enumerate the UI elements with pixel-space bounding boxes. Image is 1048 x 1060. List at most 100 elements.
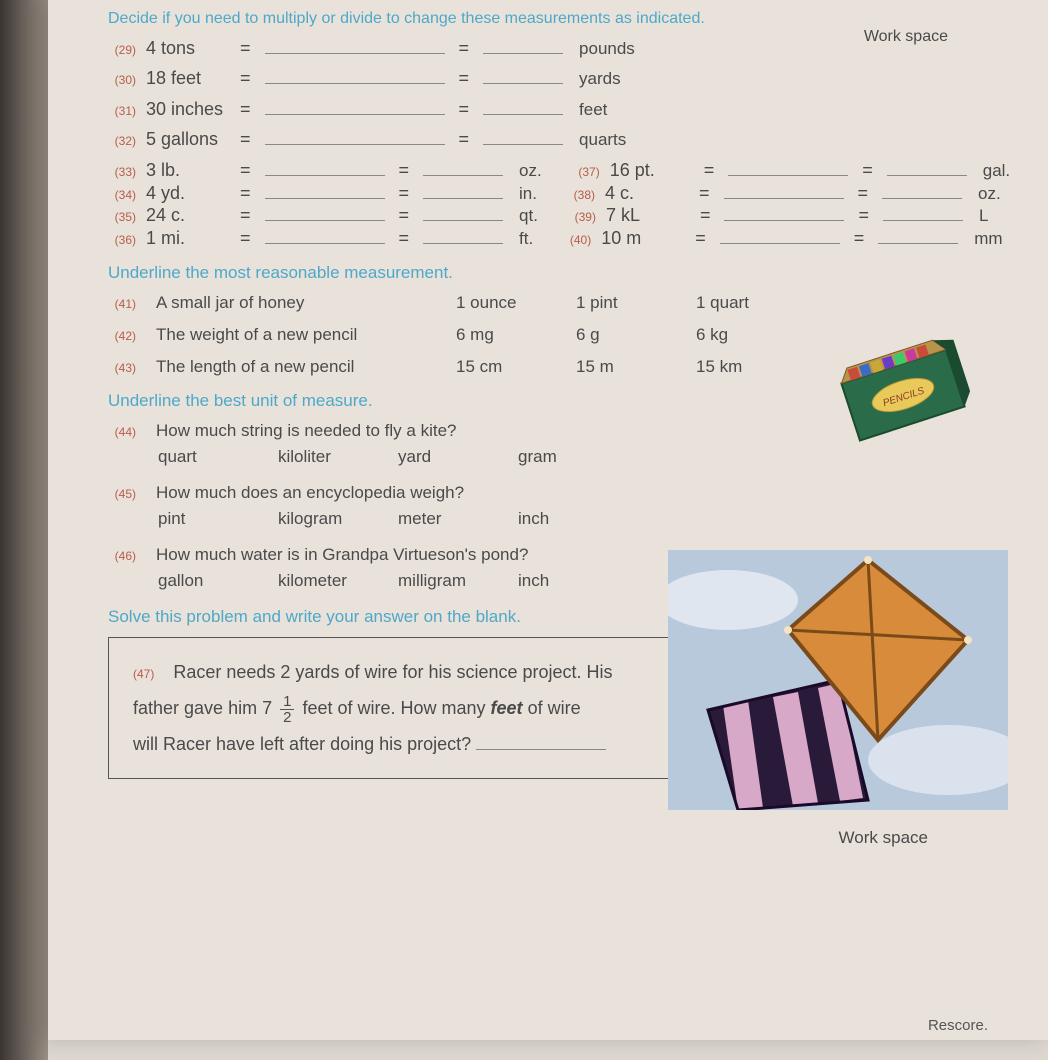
measurement-choice-row: (41) A small jar of honey 1 ounce 1 pint 1 q… bbox=[108, 293, 1008, 313]
option[interactable]: kiloliter bbox=[278, 447, 378, 467]
option[interactable]: 6 mg bbox=[456, 325, 556, 345]
option[interactable]: kilometer bbox=[278, 571, 378, 591]
given-value: 4 yd. bbox=[146, 183, 226, 204]
option[interactable]: 15 m bbox=[576, 357, 676, 377]
option[interactable]: yard bbox=[398, 447, 498, 467]
answer-blank[interactable] bbox=[883, 204, 963, 222]
given-value: 3 lb. bbox=[146, 160, 226, 181]
option[interactable]: 15 cm bbox=[456, 357, 556, 377]
final-answer-blank[interactable] bbox=[476, 730, 606, 750]
given-value: 10 m bbox=[601, 228, 681, 249]
answer-blank[interactable] bbox=[483, 97, 563, 115]
section1-instructions: Decide if you need to multiply or divide… bbox=[108, 10, 1008, 28]
unit-label: oz. bbox=[519, 161, 542, 181]
question-number: (44) bbox=[108, 425, 136, 439]
question-number: (36) bbox=[108, 233, 136, 247]
option[interactable]: gallon bbox=[158, 571, 258, 591]
answer-blank[interactable] bbox=[878, 226, 958, 244]
answer-blank[interactable] bbox=[265, 67, 445, 85]
given-value: 30 inches bbox=[146, 99, 226, 120]
question-number: (34) bbox=[108, 188, 136, 202]
paired-conversions: (33)3 lb.==oz.(37)16 pt.==gal.(34)4 yd.=… bbox=[108, 158, 1008, 248]
given-value: 5 gallons bbox=[146, 129, 226, 150]
workspace-label: Work space bbox=[864, 28, 948, 46]
question-number: (29) bbox=[108, 43, 136, 57]
problem-text: feet of wire. How many bbox=[302, 698, 490, 718]
answer-blank[interactable] bbox=[724, 204, 844, 222]
answer-blank[interactable] bbox=[720, 226, 840, 244]
emphasized-word: feet bbox=[491, 698, 523, 718]
option[interactable]: 15 km bbox=[696, 357, 796, 377]
problem-text: Racer needs 2 yards of wire for his scie… bbox=[173, 662, 612, 682]
question-number: (38) bbox=[567, 188, 595, 202]
conversion-row: (33)3 lb.==oz. bbox=[108, 158, 542, 181]
answer-blank[interactable] bbox=[724, 181, 844, 199]
word-problem-box: (47) Racer needs 2 yards of wire for his… bbox=[108, 637, 728, 779]
given-value: 7 kL bbox=[606, 205, 686, 226]
conversion-row-pair: (33)3 lb.==oz.(37)16 pt.==gal. bbox=[108, 158, 1008, 181]
answer-blank[interactable] bbox=[265, 97, 445, 115]
question-number: (33) bbox=[108, 165, 136, 179]
option[interactable]: kilogram bbox=[278, 509, 378, 529]
answer-blank[interactable] bbox=[728, 158, 848, 176]
book-spine-shadow bbox=[0, 0, 48, 1060]
answer-blank[interactable] bbox=[265, 226, 385, 244]
option[interactable]: inch bbox=[518, 509, 618, 529]
given-value: 4 c. bbox=[605, 183, 685, 204]
answer-blank[interactable] bbox=[483, 67, 563, 85]
given-value: 16 pt. bbox=[610, 160, 690, 181]
unit-label: L bbox=[979, 206, 988, 226]
worksheet-page: Decide if you need to multiply or divide… bbox=[48, 0, 1048, 1040]
question-number: (31) bbox=[108, 104, 136, 118]
unit-label: oz. bbox=[978, 184, 1001, 204]
conversion-row: (36)1 mi.==ft. bbox=[108, 226, 533, 249]
unit-label: mm bbox=[974, 229, 1002, 249]
question-number: (41) bbox=[108, 297, 136, 311]
option[interactable]: 1 quart bbox=[696, 293, 796, 313]
option[interactable]: pint bbox=[158, 509, 258, 529]
answer-blank[interactable] bbox=[483, 36, 563, 54]
unit-label: ft. bbox=[519, 229, 533, 249]
answer-blank[interactable] bbox=[423, 226, 503, 244]
workspace-label: Work space bbox=[839, 828, 928, 848]
option[interactable]: 6 g bbox=[576, 325, 676, 345]
problem-text: father gave him 7 bbox=[133, 698, 272, 718]
option[interactable]: milligram bbox=[398, 571, 498, 591]
conversion-row: (31) 30 inches = = feet bbox=[108, 97, 1008, 120]
answer-blank[interactable] bbox=[265, 128, 445, 146]
conversion-row-pair: (36)1 mi.==ft. (40)10 m==mm bbox=[108, 226, 1008, 249]
option[interactable]: 1 ounce bbox=[456, 293, 556, 313]
option[interactable]: gram bbox=[518, 447, 618, 467]
conversion-row: (39)7 kL==L bbox=[568, 204, 989, 227]
answer-blank[interactable] bbox=[265, 181, 385, 199]
pencil-box-illustration: PENCILS bbox=[828, 330, 978, 460]
section2-instructions: Underline the most reasonable measuremen… bbox=[108, 263, 1008, 283]
answer-blank[interactable] bbox=[265, 36, 445, 54]
equals-sign: = bbox=[240, 38, 251, 59]
question-number: (30) bbox=[108, 73, 136, 87]
prompt-text: How much does an encyclopedia weigh? bbox=[156, 483, 464, 503]
question-number: (39) bbox=[568, 210, 596, 224]
prompt-text: How much water is in Grandpa Virtueson's… bbox=[156, 545, 528, 565]
given-value: 18 feet bbox=[146, 68, 226, 89]
answer-blank[interactable] bbox=[423, 181, 503, 199]
option[interactable]: inch bbox=[518, 571, 618, 591]
prompt-text: A small jar of honey bbox=[156, 293, 436, 313]
conversion-row-pair: (34)4 yd.==in.(38)4 c.==oz. bbox=[108, 181, 1008, 204]
answer-blank[interactable] bbox=[483, 128, 563, 146]
option[interactable]: meter bbox=[398, 509, 498, 529]
answer-blank[interactable] bbox=[423, 158, 503, 176]
answer-blank[interactable] bbox=[265, 158, 385, 176]
answer-blank[interactable] bbox=[265, 204, 385, 222]
answer-blank[interactable] bbox=[887, 158, 967, 176]
option[interactable]: 6 kg bbox=[696, 325, 796, 345]
answer-blank[interactable] bbox=[423, 204, 503, 222]
conversion-row: (40)10 m==mm bbox=[563, 226, 1002, 249]
option[interactable]: 1 pint bbox=[576, 293, 676, 313]
unit-label: yards bbox=[579, 69, 621, 89]
conversion-row: (32) 5 gallons = = quarts bbox=[108, 128, 1008, 151]
fraction: 12 bbox=[280, 694, 294, 725]
prompt-text: The weight of a new pencil bbox=[156, 325, 436, 345]
option[interactable]: quart bbox=[158, 447, 258, 467]
answer-blank[interactable] bbox=[882, 181, 962, 199]
